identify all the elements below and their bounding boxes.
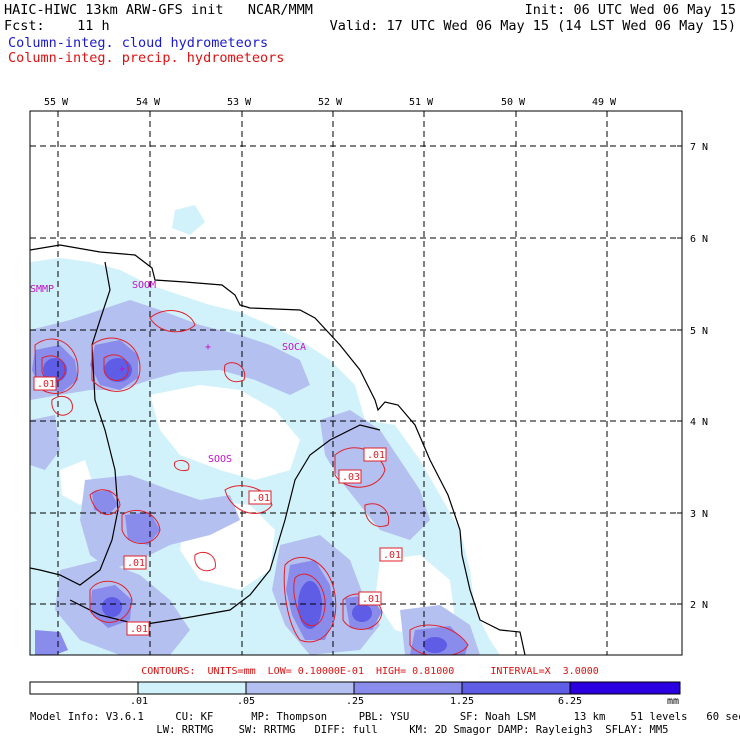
- precip-contour: [194, 551, 216, 572]
- cloud-heavy-core: [104, 358, 132, 382]
- precip-contour: [224, 485, 273, 514]
- precip-contour: [342, 593, 383, 630]
- cloud-med-area: [30, 415, 60, 470]
- cloud-strong-core: [35, 630, 68, 655]
- field-label-precip: Column-integ. precip. hydrometeors: [8, 50, 285, 66]
- cloud-heavy-core: [43, 358, 67, 382]
- colorbar-label: 1.25: [450, 696, 475, 707]
- cloud-light-patch: [172, 205, 205, 235]
- lon-label: 55 W: [44, 97, 69, 108]
- precip-contour: [223, 362, 246, 383]
- lon-label: 53 W: [227, 97, 252, 108]
- precip-contour: [121, 510, 161, 544]
- colorbar-cell: [245, 681, 355, 695]
- contour-label-box: [363, 447, 387, 462]
- colorbar-unit: mm: [667, 696, 680, 707]
- contour-info: CONTOURS: UNITS=mm LOW= 0.10000E-01 HIGH…: [141, 666, 599, 677]
- lon-label: 51 W: [409, 97, 434, 108]
- contour-label-group: .01 .01 .01 .03 .01 .01 .01 .01: [33, 376, 403, 636]
- colorbar-cell: [29, 681, 139, 695]
- contour-label-box: [248, 490, 272, 505]
- lat-label: 6 N: [690, 234, 708, 245]
- cloud-heavy-core: [423, 637, 447, 653]
- colorbar-label: .01: [130, 696, 149, 707]
- station-marker: +: [119, 364, 125, 375]
- cloud-field: [30, 205, 500, 655]
- contour-label: .01: [130, 624, 148, 635]
- coord-labels: 55 W 54 W 53 W 52 W 51 W 50 W 49 W 7 N 6…: [44, 97, 708, 611]
- init-time: Init: 06 UTC Wed 06 May 15: [524, 2, 736, 18]
- contour-label: .01: [362, 594, 380, 605]
- field-label-cloud: Column-integ. cloud hydrometeors: [8, 35, 269, 51]
- cloud-strong-core: [92, 490, 118, 515]
- cloud-med-area: [320, 410, 430, 540]
- colorbar-cell: [137, 681, 247, 695]
- colorbar-label: .25: [346, 696, 365, 707]
- colorbar: [29, 681, 681, 695]
- lon-label: 50 W: [501, 97, 526, 108]
- precip-contour: [364, 503, 390, 527]
- map-frame: [29, 110, 683, 656]
- cloud-med-area: [80, 475, 240, 570]
- contour-label-box: [358, 591, 382, 606]
- contour-label-box: [338, 469, 362, 484]
- precip-contour: [89, 580, 133, 623]
- contour-label-box: [33, 376, 57, 391]
- precip-contour: [173, 459, 190, 471]
- coastline: [30, 244, 526, 655]
- precip-contour: [51, 395, 73, 416]
- place-label-soca: SOCA: [282, 342, 306, 353]
- forecast-hour: Fcst: 11 h: [4, 18, 110, 34]
- cloud-heavy-core: [298, 581, 322, 629]
- contour-label: .01: [127, 558, 145, 569]
- precip-contour: [103, 354, 129, 381]
- lat-label: 4 N: [690, 417, 708, 428]
- precip-contour: [409, 624, 469, 655]
- station-marker: +: [205, 342, 211, 353]
- place-label-soom: SOOM: [132, 280, 156, 291]
- contour-label: .01: [37, 379, 55, 390]
- colorbar-cell: [461, 681, 571, 695]
- lat-label: 7 N: [690, 142, 708, 153]
- place-labels: SMMP SOOM SOCA SOOS + +: [30, 280, 306, 465]
- lon-label: 54 W: [136, 97, 161, 108]
- contour-label-box: [379, 547, 403, 562]
- graticule: [30, 111, 682, 655]
- lat-label: 3 N: [690, 509, 708, 520]
- precip-contour: [283, 556, 337, 643]
- contour-label: .03: [342, 472, 360, 483]
- contour-label: .01: [367, 450, 385, 461]
- axis-ticks: [57, 111, 682, 605]
- lon-label: 49 W: [592, 97, 617, 108]
- colorbar-cell: [353, 681, 463, 695]
- colorbar-label: .05: [237, 696, 256, 707]
- place-label-soos: SOOS: [208, 454, 232, 465]
- precip-contours: [34, 310, 469, 655]
- model-info-line1: Model Info: V3.6.1 CU: KF MP: Thompson P…: [30, 711, 740, 723]
- border-suriname-fguiana: [30, 261, 119, 586]
- precip-contour: [293, 573, 326, 627]
- cloud-heavy-core: [102, 597, 122, 617]
- run-title: HAIC-HIWC 13km ARW-GFS init NCAR/MMM: [4, 2, 313, 18]
- lon-label: 52 W: [318, 97, 343, 108]
- cloud-strong-core: [125, 512, 160, 545]
- place-label-smmp: SMMP: [30, 284, 54, 295]
- contour-label: .01: [252, 493, 270, 504]
- model-info-line2: LW: RRTMG SW: RRTMG DIFF: full KM: 2D Sm…: [30, 724, 669, 736]
- valid-time: Valid: 17 UTC Wed 06 May 15 (14 LST Wed …: [329, 18, 736, 34]
- precip-contour: [34, 338, 79, 394]
- cloud-heavy-core: [352, 604, 372, 622]
- precip-contour: [89, 489, 121, 515]
- precip-contour: [149, 310, 196, 333]
- contour-label-box: [123, 555, 147, 570]
- lat-label: 5 N: [690, 326, 708, 337]
- clear-gap: [150, 385, 300, 480]
- contour-label: .01: [383, 550, 401, 561]
- lat-label: 2 N: [690, 600, 708, 611]
- precip-contour: [91, 337, 141, 392]
- colorbar-label: 6.25: [558, 696, 583, 707]
- contour-label-box: [126, 621, 150, 636]
- colorbar-cell: [569, 681, 681, 695]
